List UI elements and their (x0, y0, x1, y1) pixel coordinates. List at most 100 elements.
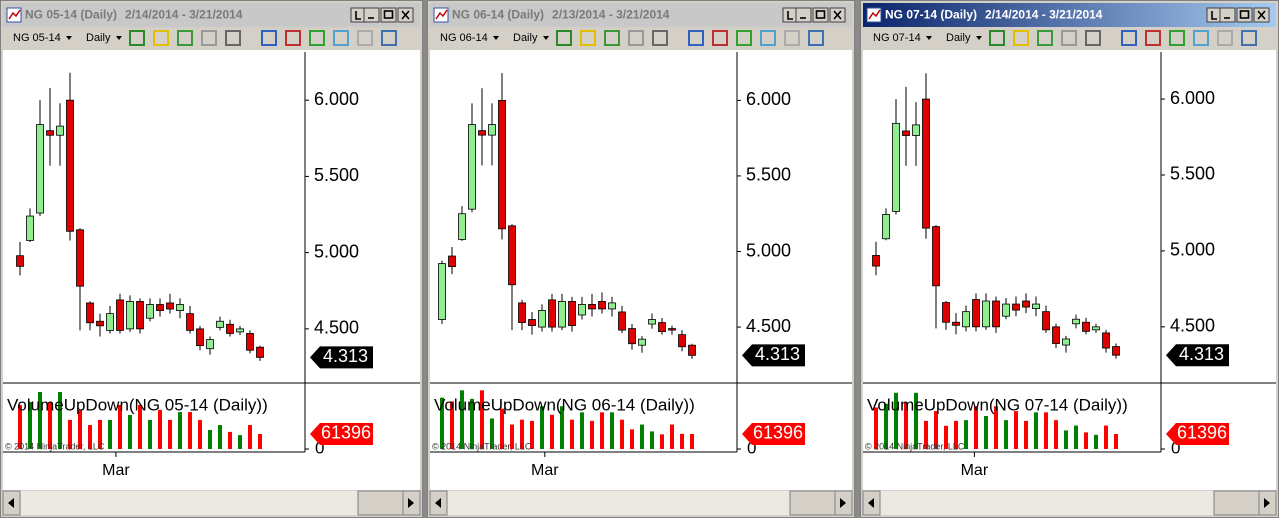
toolbar-button[interactable] (1085, 30, 1101, 46)
toolbar-button[interactable] (1037, 30, 1053, 46)
volume-bar (88, 425, 92, 449)
scroll-thumb[interactable] (789, 490, 836, 516)
candle-body (558, 300, 566, 328)
window-icon (8, 9, 21, 20)
instrument-dropdown[interactable]: NG 07-14 (873, 32, 921, 44)
toolbar-button[interactable] (129, 30, 145, 46)
toolbar-button[interactable] (225, 30, 241, 46)
volume-bar (78, 409, 82, 449)
y-tick-label: 5.500 (1170, 164, 1215, 184)
volume-bar (610, 412, 614, 449)
toolbar-button[interactable] (261, 30, 277, 46)
toolbar-button[interactable] (808, 30, 824, 46)
scroll-thumb[interactable] (1213, 490, 1260, 516)
y-tick-label: 5.000 (746, 240, 791, 260)
toolbar-button[interactable] (604, 30, 620, 46)
toolbar-button[interactable] (784, 30, 800, 46)
candle-body (146, 304, 154, 319)
toolbar-button[interactable] (285, 30, 301, 46)
volume-bar (108, 419, 112, 449)
toolbar-button[interactable] (1061, 30, 1077, 46)
dropdown-arrow (66, 36, 72, 40)
dropdown-arrow (116, 36, 122, 40)
candle-body (438, 263, 446, 320)
chart-window: NG 05-14 (Daily) 2/14/2014 - 3/21/2014 NG … (0, 0, 423, 518)
last-volume-marker (310, 422, 373, 445)
date-range: 2/14/2014 - 3/21/2014 (125, 8, 243, 22)
volume-bar (630, 429, 634, 449)
maximize-button[interactable] (812, 7, 829, 23)
toolbar-button[interactable] (1193, 30, 1209, 46)
toolbar-button[interactable] (580, 30, 596, 46)
maximize-button[interactable] (1236, 7, 1253, 23)
toolbar-button[interactable] (1013, 30, 1029, 46)
minimize-button[interactable] (795, 7, 812, 23)
toolbar-button[interactable] (1145, 30, 1161, 46)
scrollbar[interactable] (863, 491, 1276, 515)
toolbar-button[interactable] (1217, 30, 1233, 46)
toolbar-button[interactable] (381, 30, 397, 46)
y-tick-label: 6.000 (314, 89, 359, 109)
volume-bar (994, 406, 998, 449)
scrollbar[interactable] (430, 491, 852, 515)
toolbar-button[interactable] (177, 30, 193, 46)
candle-body (942, 302, 950, 323)
volume-bar (1044, 412, 1048, 449)
minimize-button[interactable] (1219, 7, 1236, 23)
button-glyph (1257, 10, 1266, 20)
volume-bar (1094, 434, 1098, 449)
scrollbar[interactable] (3, 491, 420, 515)
candle-body (106, 313, 114, 331)
toolbar-button[interactable] (153, 30, 169, 46)
toolbar-button[interactable] (712, 30, 728, 46)
volume-bar (18, 405, 22, 449)
candle-body (186, 313, 194, 331)
candle-body (1002, 303, 1010, 317)
instrument-dropdown[interactable]: NG 05-14 (13, 32, 61, 44)
period-dropdown[interactable]: Daily (86, 32, 111, 44)
toolbar-button[interactable] (1169, 30, 1185, 46)
volume-bar (884, 403, 888, 449)
toolbar-button[interactable] (736, 30, 752, 46)
toolbar-button[interactable] (1241, 30, 1257, 46)
toolbar-button[interactable] (333, 30, 349, 46)
maximize-button[interactable] (380, 7, 397, 23)
volume-bar (984, 416, 988, 449)
volume-bar (874, 407, 878, 449)
candle-body (648, 319, 656, 325)
scroll-thumb[interactable] (357, 490, 404, 516)
candle-body (1012, 303, 1020, 311)
volume-bar (690, 433, 694, 449)
toolbar-button[interactable] (309, 30, 325, 46)
toolbar-button[interactable] (201, 30, 217, 46)
last-volume-label: 61396 (1177, 423, 1227, 443)
toolbar-button[interactable] (628, 30, 644, 46)
volume-bar (620, 419, 624, 449)
toolbar-button[interactable] (989, 30, 1005, 46)
candle-body (176, 304, 184, 311)
date-range: 2/13/2014 - 3/21/2014 (552, 8, 670, 22)
date-range: 2/14/2014 - 3/21/2014 (985, 8, 1103, 22)
period-dropdown[interactable]: Daily (513, 32, 538, 44)
candle-body (1072, 318, 1080, 325)
toolbar-button[interactable] (652, 30, 668, 46)
candle-body (156, 304, 164, 311)
volume-bar (944, 425, 948, 449)
toolbar-button[interactable] (357, 30, 373, 46)
toolbar-button[interactable] (556, 30, 572, 46)
instrument-dropdown[interactable]: NG 06-14 (440, 32, 488, 44)
candle-body (226, 323, 234, 334)
candle-body (678, 334, 686, 348)
title-bar (430, 3, 852, 27)
volume-bar (924, 420, 928, 449)
minimize-button[interactable] (363, 7, 380, 23)
period-dropdown[interactable]: Daily (946, 32, 971, 44)
toolbar-button[interactable] (1121, 30, 1137, 46)
toolbar-button[interactable] (688, 30, 704, 46)
candle-body (216, 320, 224, 328)
toolbar-button[interactable] (760, 30, 776, 46)
dropdown-arrow (976, 36, 982, 40)
volume-bar (480, 390, 484, 449)
window-title: NG 05-14 (Daily) (25, 8, 117, 22)
